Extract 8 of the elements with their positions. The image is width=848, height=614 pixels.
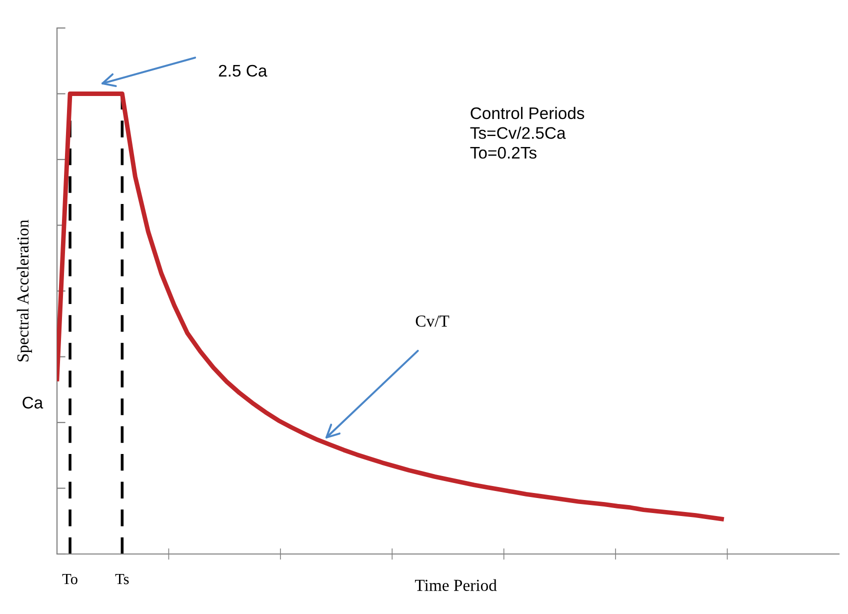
x-tick-label: To [62,574,78,584]
text: 2.5 Ca [218,64,268,77]
text: Ca [22,396,44,409]
annotation: Cv/T [416,316,450,327]
annotation: Control Periods Ts=Cv/2.5Ca To=0.2Ts [470,106,584,159]
y-axis-title: Spectral Acceleration [16,220,32,362]
x-axis-title: Time Period [414,579,497,591]
x-tick-label: Ts [115,574,129,584]
